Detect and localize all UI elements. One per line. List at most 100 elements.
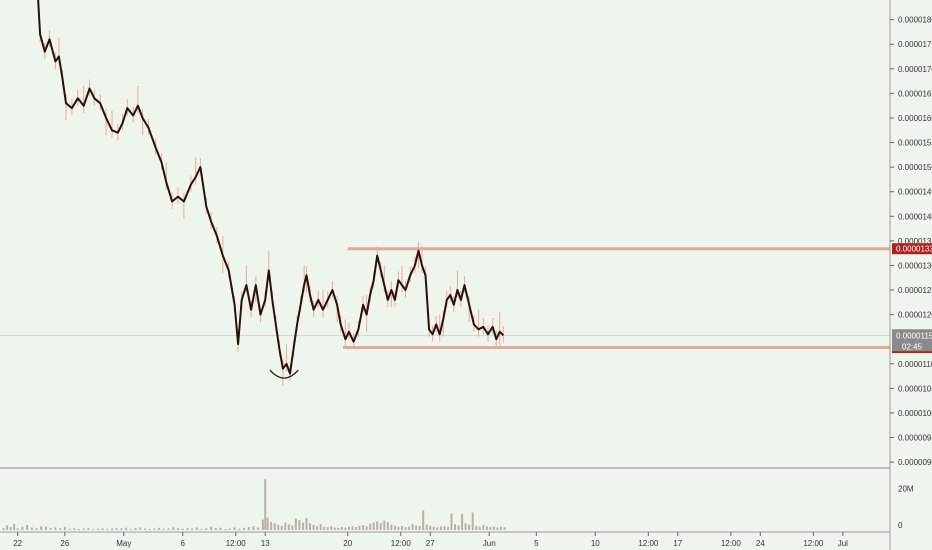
time-tick-label: 12:00 — [803, 539, 824, 548]
volume-bar — [340, 527, 343, 530]
volume-bar — [390, 524, 393, 530]
volume-bar — [461, 513, 464, 530]
volume-bar — [158, 527, 161, 530]
volume-bar — [400, 526, 403, 530]
volume-bar — [13, 523, 16, 530]
volume-bar — [96, 528, 99, 530]
volume-bar — [397, 526, 400, 530]
volume-bar — [82, 528, 85, 530]
volume-bar — [446, 526, 449, 530]
volume-bar — [54, 527, 57, 530]
volume-bar — [436, 527, 439, 530]
volume-bar — [280, 525, 283, 530]
price-tick-label: 0.00001650 — [898, 89, 932, 98]
volume-bar — [238, 528, 241, 530]
volume-bar — [26, 524, 29, 530]
volume-tick-label: 0 — [898, 521, 903, 530]
price-tick-label: 0.00001550 — [898, 139, 932, 148]
price-tick-label: 0.00001350 — [898, 237, 932, 246]
time-tick-label: May — [116, 539, 131, 548]
price-tick-label: 0.00001100 — [898, 360, 932, 369]
time-tick-label: 5 — [534, 539, 539, 548]
time-axis[interactable]: 22 26 May 6 12:00 13 20 12:00 27 Jun 5 10 12:00 17 12:… — [0, 531, 890, 548]
volume-bar — [101, 528, 104, 530]
volume-bar — [16, 528, 19, 530]
volume-bar — [482, 525, 485, 530]
price-tick-label: 0.00001800 — [898, 16, 932, 25]
volume-bar — [301, 522, 304, 530]
volume-bar — [503, 527, 506, 530]
volume-bar — [422, 510, 425, 530]
volume-bar — [110, 528, 113, 530]
volume-bar — [73, 528, 76, 530]
volume-pane[interactable] — [2, 479, 506, 530]
time-tick-label: 26 — [60, 539, 69, 548]
time-tick-label: 13 — [261, 539, 270, 548]
volume-bar — [411, 524, 414, 530]
time-tick-label: Jun — [483, 539, 496, 548]
volume-bar — [68, 528, 71, 530]
volume-bar — [162, 528, 165, 530]
volume-bar — [439, 526, 442, 530]
volume-bar — [457, 525, 460, 530]
volume-bar — [319, 524, 322, 530]
volume-bar — [362, 525, 365, 530]
current-price-tag-bg — [892, 329, 932, 352]
volume-tick-label: 20M — [898, 485, 914, 494]
price-tick-label: 0.00001400 — [898, 212, 932, 221]
price-tick-label: 0.00001450 — [898, 188, 932, 197]
volume-bar — [200, 528, 203, 530]
time-tick-label: 22 — [13, 539, 22, 548]
volume-bar — [333, 527, 336, 530]
volume-bar — [6, 525, 9, 530]
volume-bar — [252, 526, 255, 530]
volume-bar — [40, 526, 43, 530]
time-tick-label: 20 — [343, 539, 352, 548]
volume-bar — [143, 528, 146, 530]
volume-bar — [496, 527, 499, 530]
volume-bar — [77, 528, 80, 530]
price-line[interactable] — [37, 0, 505, 375]
volume-bar — [264, 479, 267, 530]
volume-bar — [224, 528, 227, 530]
time-tick-label: Jul — [838, 539, 848, 548]
price-tick-label: 0.00001500 — [898, 163, 932, 172]
volume-bar — [2, 528, 5, 530]
time-tick-label: 12:00 — [721, 539, 742, 548]
volume-bar — [312, 525, 315, 530]
volume-bar — [129, 528, 132, 530]
volume-bar — [386, 522, 389, 530]
volume-bar — [284, 522, 287, 530]
price-axis[interactable]: 0.00001800 0.00001750 0.00001700 0.00001650… — [889, 0, 932, 550]
volume-bar — [63, 526, 66, 530]
volume-bar — [228, 528, 231, 530]
volume-bar — [369, 523, 372, 530]
volume-bar — [148, 528, 151, 530]
price-tick-label: 0.00001600 — [898, 114, 932, 123]
volume-bar — [450, 513, 453, 530]
volume-bar — [425, 524, 428, 530]
volume-bar — [393, 525, 396, 530]
time-tick-label: 24 — [756, 539, 765, 548]
volume-bar — [277, 524, 280, 530]
volume-bar — [429, 525, 432, 530]
volume-bar — [210, 526, 213, 530]
volume-bar — [59, 528, 62, 530]
volume-bar — [270, 522, 273, 530]
volume-bar — [106, 528, 109, 530]
volume-bar — [205, 528, 208, 530]
volume-bar — [273, 523, 276, 530]
time-tick-label: 12:00 — [226, 539, 247, 548]
volume-bar — [261, 519, 264, 530]
volume-bar — [9, 527, 12, 530]
price-tick-label: 0.00000900 — [898, 458, 932, 467]
volume-bar — [21, 526, 24, 530]
price-pane[interactable] — [0, 0, 890, 469]
volume-bar — [181, 528, 184, 530]
volume-bar — [316, 526, 319, 530]
volume-bar — [492, 526, 495, 530]
volume-bar — [233, 527, 236, 530]
volume-bar — [468, 524, 471, 530]
